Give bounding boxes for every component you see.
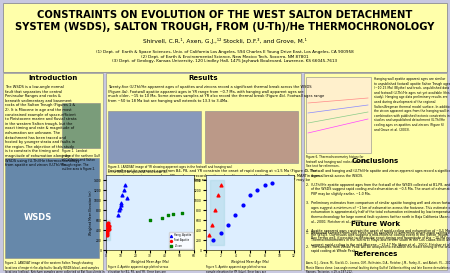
Text: WSDS: WSDS (24, 213, 52, 222)
FancyBboxPatch shape (304, 73, 447, 270)
Y-axis label: Weighted Mean Elevation (m): Weighted Mean Elevation (m) (89, 190, 93, 235)
FancyBboxPatch shape (306, 77, 371, 153)
Zircon (146, 218, 153, 222)
X-axis label: Weighted Mean Age (Ma): Weighted Mean Age (Ma) (231, 260, 269, 263)
Zircon (158, 215, 165, 220)
Text: Future Work: Future Work (351, 221, 400, 227)
Text: Figure 5. Apatite apparent age plotted versus
sample elevation for YR (blue). Er: Figure 5. Apatite apparent age plotted v… (206, 265, 280, 273)
Hang. Apatite (117, 205, 124, 210)
Text: References: References (353, 251, 398, 257)
Text: Shirvell, C.R.¹, Axen, G.J.,¹² Stockli, D.F.³, and Grove, M.¹: Shirvell, C.R.¹, Axen, G.J.,¹² Stockli, … (143, 38, 307, 44)
Point (210, 238, 217, 242)
Legend: Hang. Apatite, Foot Apatite, Zircon: Hang. Apatite, Foot Apatite, Zircon (169, 232, 193, 249)
Point (261, 183, 268, 187)
Hang. Apatite (118, 200, 125, 205)
Text: 1.  Additional samples from Spa Fonts will be analyzed to determine where rapid : 1. Additional samples from Spa Fonts wil… (306, 231, 450, 253)
FancyBboxPatch shape (62, 103, 100, 148)
FancyBboxPatch shape (108, 111, 201, 163)
FancyBboxPatch shape (205, 111, 298, 163)
Point (217, 183, 224, 187)
Hang. Apatite (118, 193, 126, 197)
Foot Apatite (104, 230, 111, 235)
Foot Apatite (104, 229, 111, 233)
Text: Footwall apatite apparent ages from B4, P8, and YR constrain the onset of rapid : Footwall apatite apparent ages from B4, … (108, 169, 320, 187)
FancyBboxPatch shape (3, 3, 447, 72)
Point (217, 230, 224, 235)
Foot Apatite (104, 223, 111, 227)
Point (247, 193, 254, 197)
Text: Figure 3. LANDSAT image of YR showing apparent ages in the footwall and hanging : Figure 3. LANDSAT image of YR showing ap… (108, 165, 232, 174)
Text: Twenty-five (U-Th)/He apparent ages of apatites and zircons record a significant: Twenty-five (U-Th)/He apparent ages of a… (108, 85, 324, 103)
X-axis label: Weighted Mean Age (Ma): Weighted Mean Age (Ma) (131, 260, 169, 263)
Point (205, 233, 212, 237)
Point (211, 208, 218, 212)
FancyBboxPatch shape (3, 73, 103, 270)
Point (208, 223, 216, 227)
Text: Figure 1.  Landsat
image of the northern Gulf
of California and Salton
Trough re: Figure 1. Landsat image of the northern … (62, 149, 100, 171)
Foot Apatite (105, 227, 112, 231)
Point (232, 213, 239, 217)
Hang. Apatite (122, 183, 129, 187)
Zircon (164, 213, 171, 217)
Text: CONSTRAINTS ON EVOLUTION OF THE WEST SALTON DETACHMENT
SYSTEM (WSDS), SALTON TRO: CONSTRAINTS ON EVOLUTION OF THE WEST SAL… (15, 10, 435, 32)
Hang. Apatite (117, 203, 124, 207)
Hang. Apatite (114, 213, 122, 217)
Text: The WSDS is a low-angle normal
fault that separates the central
Peninsular Range: The WSDS is a low-angle normal fault tha… (5, 85, 80, 167)
Hang. Apatite (123, 195, 130, 200)
Foot Apatite (103, 233, 110, 237)
Foot Apatite (104, 228, 111, 232)
Text: Axen, G.J., Grove, M., Stockli, D., Lovera, O.M., Rothstein, D.A., Fletcher, J.M: Axen, G.J., Grove, M., Stockli, D., Love… (306, 261, 450, 273)
Zircon (179, 211, 186, 215)
Hang. Apatite (120, 188, 127, 192)
Point (225, 223, 232, 227)
Text: Introduction: Introduction (28, 75, 77, 81)
Text: 1.  Footwall and hanging wall (U-Th)/He apatite and zircon apparent ages record : 1. Footwall and hanging wall (U-Th)/He a… (306, 169, 450, 247)
FancyBboxPatch shape (106, 73, 301, 270)
Text: Figure 6. Thermochronometry history for
footwall and hanging wall rocks of the W: Figure 6. Thermochronometry history for … (306, 155, 370, 168)
Foot Apatite (104, 220, 112, 225)
Text: (1) Dept. of  Earth & Space Sciences, Univ. of California Los Angeles, 594 Charl: (1) Dept. of Earth & Space Sciences, Uni… (96, 50, 354, 63)
Point (254, 188, 261, 192)
Point (268, 180, 275, 185)
Text: Figure 4. Apatite apparent age plotted versus
elevation for B1, P8, and YR.  Err: Figure 4. Apatite apparent age plotted v… (108, 265, 182, 273)
Hang. Apatite (116, 208, 123, 212)
Text: Hanging wall apatite apparent ages are similar
to unpublished footwall apatite S: Hanging wall apatite apparent ages are s… (374, 77, 450, 132)
Text: Figure 2. LANDSAT image of the western Salton Trough showing
locations of major : Figure 2. LANDSAT image of the western S… (5, 261, 107, 273)
Foot Apatite (104, 225, 112, 230)
FancyBboxPatch shape (5, 158, 99, 258)
Foot Apatite (105, 224, 112, 228)
Point (214, 193, 221, 197)
Text: Results: Results (189, 75, 218, 81)
Text: Conclusions: Conclusions (352, 158, 399, 164)
Zircon (170, 212, 177, 216)
Point (239, 203, 246, 207)
